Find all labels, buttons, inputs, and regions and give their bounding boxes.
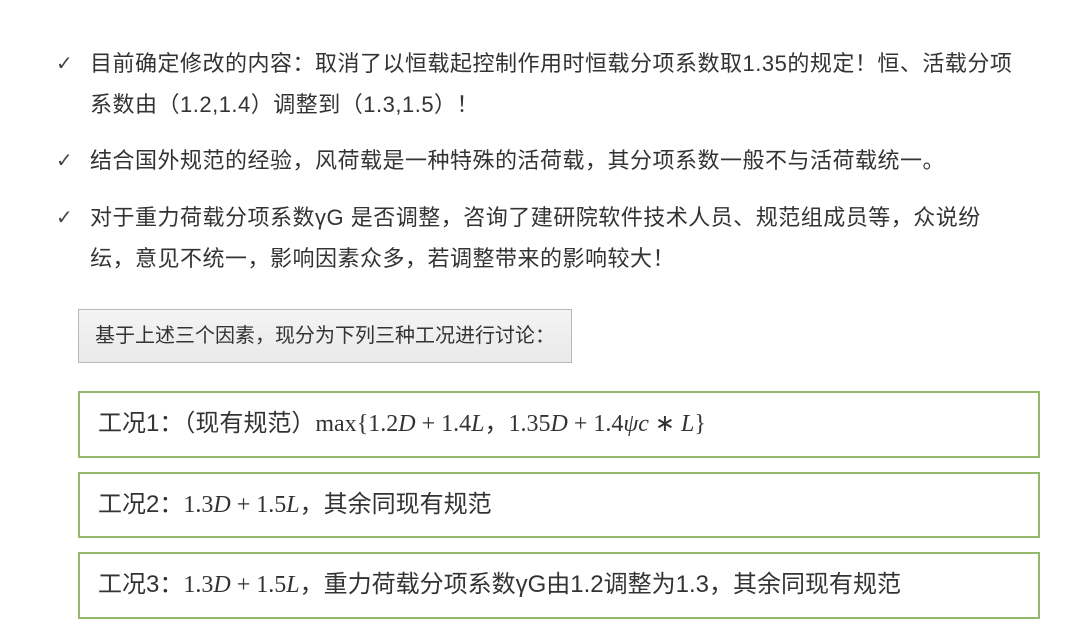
case2-tail: ，其余同现有规范 xyxy=(300,491,492,518)
case-label: 工况3： xyxy=(98,571,183,598)
case-label: 工况1：（现有规范） xyxy=(98,410,315,437)
case-box-3: 工况3：1.3D + 1.5L，重力荷载分项系数γG由1.2调整为1.3，其余同… xyxy=(78,552,1040,618)
bullet-text: 结合国外规范的经验，风荷载是一种特殊的活荷载，其分项系数一般不与活荷载统一。 xyxy=(90,148,945,173)
note-box: 基于上述三个因素，现分为下列三种工况进行讨论： xyxy=(78,309,572,363)
case-box-2: 工况2：1.3D + 1.5L，其余同现有规范 xyxy=(78,472,1040,538)
case3-mid: ，重力荷载分项系数γG由1.2调整为1.3，其余同现有规范 xyxy=(300,571,901,598)
case1-expr-a: 1.2D + 1.4L xyxy=(368,411,484,437)
note-text: 基于上述三个因素，现分为下列三种工况进行讨论： xyxy=(95,325,555,347)
case-box-1: 工况1：（现有规范）max{1.2D + 1.4L，1.35D + 1.4ψc … xyxy=(78,391,1040,457)
case-label: 工况2： xyxy=(98,491,183,518)
bullet-text: 目前确定修改的内容：取消了以恒载起控制作用时恒载分项系数取1.35的规定！恒、活… xyxy=(90,51,1012,117)
bullet-item: 对于重力荷载分项系数γG 是否调整，咨询了建研院软件技术人员、规范组成员等，众说… xyxy=(56,198,1024,279)
slide: 目前确定修改的内容：取消了以恒载起控制作用时恒载分项系数取1.35的规定！恒、活… xyxy=(0,0,1080,627)
brace-close: } xyxy=(694,411,706,437)
bullet-text: 对于重力荷载分项系数γG 是否调整，咨询了建研院软件技术人员、规范组成员等，众说… xyxy=(90,205,981,271)
bullet-item: 目前确定修改的内容：取消了以恒载起控制作用时恒载分项系数取1.35的规定！恒、活… xyxy=(56,44,1024,125)
bullet-item: 结合国外规范的经验，风荷载是一种特殊的活荷载，其分项系数一般不与活荷载统一。 xyxy=(56,141,1024,182)
max-word: max xyxy=(315,411,356,437)
case1-expr-b: 1.35D + 1.4ψc ∗ L xyxy=(508,411,694,437)
brace-open: { xyxy=(357,411,369,437)
case1-sep: ， xyxy=(484,411,508,437)
case3-expr: 1.3D + 1.5L xyxy=(183,572,299,598)
bullet-list: 目前确定修改的内容：取消了以恒载起控制作用时恒载分项系数取1.35的规定！恒、活… xyxy=(56,44,1024,279)
case2-expr: 1.3D + 1.5L xyxy=(183,492,299,518)
